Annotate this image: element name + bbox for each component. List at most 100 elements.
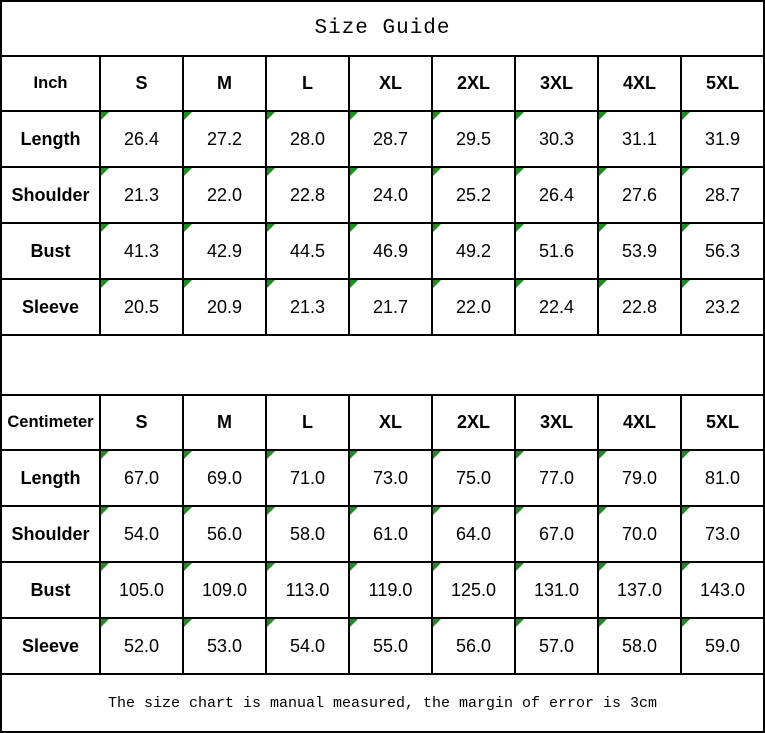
size-value-cell: 81.0 xyxy=(680,449,765,507)
row-label-cell: Bust xyxy=(0,561,101,619)
size-value-cell: 22.0 xyxy=(182,166,267,224)
cell-flag-triangle-icon xyxy=(683,620,690,627)
measurement-row: Shoulder 54.0 56.0 58.0 61.0 64.0 67.0 70.0 73.0 xyxy=(0,505,765,563)
cell-flag-triangle-icon xyxy=(600,225,607,232)
size-value-text: 67.0 xyxy=(123,467,160,488)
cell-flag-triangle-icon xyxy=(102,620,109,627)
size-value-text: 22.8 xyxy=(289,184,326,205)
cell-flag-triangle-icon xyxy=(434,169,441,176)
measurement-row: Shoulder 21.3 22.0 22.8 24.0 25.2 26.4 27.6 28.7 xyxy=(0,166,765,224)
centimeter-table-section: Centimeter S M L XL 2XL 3XL 4XL 5XL Length 67.0 69.… xyxy=(0,394,765,675)
size-value-cell: 113.0 xyxy=(265,561,350,619)
size-value-cell: 73.0 xyxy=(680,505,765,563)
size-value-text: 21.7 xyxy=(372,296,409,317)
size-value-cell: 54.0 xyxy=(99,505,184,563)
size-header-cell: 3XL xyxy=(514,55,599,112)
cell-flag-triangle-icon xyxy=(268,564,275,571)
cell-flag-triangle-icon xyxy=(268,508,275,515)
size-value-cell: 28.0 xyxy=(265,110,350,168)
size-value-text: 25.2 xyxy=(455,184,492,205)
cell-flag-triangle-icon xyxy=(185,169,192,176)
cell-flag-triangle-icon xyxy=(102,508,109,515)
size-value-text: 125.0 xyxy=(450,579,497,600)
size-value-text: 44.5 xyxy=(289,240,326,261)
size-value-cell: 27.2 xyxy=(182,110,267,168)
size-value-cell: 22.8 xyxy=(597,278,682,336)
size-value-text: 55.0 xyxy=(372,635,409,656)
cell-flag-triangle-icon xyxy=(600,113,607,120)
size-header-cell: XL xyxy=(348,394,433,451)
size-value-text: 54.0 xyxy=(289,635,326,656)
size-value-text: 56.0 xyxy=(206,523,243,544)
size-value-text: 20.9 xyxy=(206,296,243,317)
cell-flag-triangle-icon xyxy=(185,452,192,459)
size-header-cell: S xyxy=(99,394,184,451)
measurement-row: Bust 105.0 109.0 113.0 119.0 125.0 131.0 137.0 1… xyxy=(0,561,765,619)
cell-flag-triangle-icon xyxy=(517,169,524,176)
size-value-text: 31.9 xyxy=(704,128,741,149)
cell-flag-triangle-icon xyxy=(351,225,358,232)
size-value-cell: 73.0 xyxy=(348,449,433,507)
size-value-cell: 24.0 xyxy=(348,166,433,224)
cell-flag-triangle-icon xyxy=(517,564,524,571)
size-value-text: 22.0 xyxy=(455,296,492,317)
cell-flag-triangle-icon xyxy=(102,452,109,459)
size-value-cell: 23.2 xyxy=(680,278,765,336)
size-value-cell: 25.2 xyxy=(431,166,516,224)
size-value-cell: 69.0 xyxy=(182,449,267,507)
cell-flag-triangle-icon xyxy=(517,113,524,120)
cell-flag-triangle-icon xyxy=(434,281,441,288)
size-value-text: 31.1 xyxy=(621,128,658,149)
size-value-text: 49.2 xyxy=(455,240,492,261)
size-header-row: Inch S M L XL 2XL 3XL 4XL 5XL xyxy=(0,55,765,112)
size-value-cell: 64.0 xyxy=(431,505,516,563)
cell-flag-triangle-icon xyxy=(683,169,690,176)
cell-flag-triangle-icon xyxy=(600,169,607,176)
size-value-text: 57.0 xyxy=(538,635,575,656)
cell-flag-triangle-icon xyxy=(351,564,358,571)
size-value-cell: 58.0 xyxy=(265,505,350,563)
size-value-text: 27.6 xyxy=(621,184,658,205)
size-value-cell: 21.7 xyxy=(348,278,433,336)
cell-flag-triangle-icon xyxy=(185,225,192,232)
size-value-cell: 22.0 xyxy=(431,278,516,336)
size-value-text: 143.0 xyxy=(699,579,746,600)
size-value-cell: 109.0 xyxy=(182,561,267,619)
cell-flag-triangle-icon xyxy=(351,113,358,120)
cell-flag-triangle-icon xyxy=(600,281,607,288)
size-value-cell: 31.9 xyxy=(680,110,765,168)
measurement-row: Bust 41.3 42.9 44.5 46.9 49.2 51.6 53.9 56.3 xyxy=(0,222,765,280)
size-value-cell: 75.0 xyxy=(431,449,516,507)
size-header-cell: 5XL xyxy=(680,394,765,451)
size-value-cell: 21.3 xyxy=(265,278,350,336)
size-value-text: 58.0 xyxy=(621,635,658,656)
cell-flag-triangle-icon xyxy=(600,620,607,627)
cell-flag-triangle-icon xyxy=(517,225,524,232)
size-value-cell: 70.0 xyxy=(597,505,682,563)
size-value-text: 46.9 xyxy=(372,240,409,261)
cell-flag-triangle-icon xyxy=(600,564,607,571)
row-label-cell: Length xyxy=(0,449,101,507)
size-value-cell: 42.9 xyxy=(182,222,267,280)
size-value-text: 77.0 xyxy=(538,467,575,488)
size-value-text: 70.0 xyxy=(621,523,658,544)
size-value-text: 58.0 xyxy=(289,523,326,544)
size-value-text: 54.0 xyxy=(123,523,160,544)
size-value-cell: 26.4 xyxy=(99,110,184,168)
size-value-text: 29.5 xyxy=(455,128,492,149)
size-value-cell: 71.0 xyxy=(265,449,350,507)
size-value-text: 61.0 xyxy=(372,523,409,544)
size-value-text: 24.0 xyxy=(372,184,409,205)
cell-flag-triangle-icon xyxy=(683,281,690,288)
size-value-cell: 41.3 xyxy=(99,222,184,280)
footer-note: The size chart is manual measured, the m… xyxy=(0,673,765,733)
size-header-cell: 5XL xyxy=(680,55,765,112)
size-value-text: 56.3 xyxy=(704,240,741,261)
measurement-row: Length 26.4 27.2 28.0 28.7 29.5 30.3 31.1 31.9 xyxy=(0,110,765,168)
cell-flag-triangle-icon xyxy=(434,452,441,459)
cell-flag-triangle-icon xyxy=(517,508,524,515)
size-value-text: 73.0 xyxy=(704,523,741,544)
size-value-text: 22.8 xyxy=(621,296,658,317)
